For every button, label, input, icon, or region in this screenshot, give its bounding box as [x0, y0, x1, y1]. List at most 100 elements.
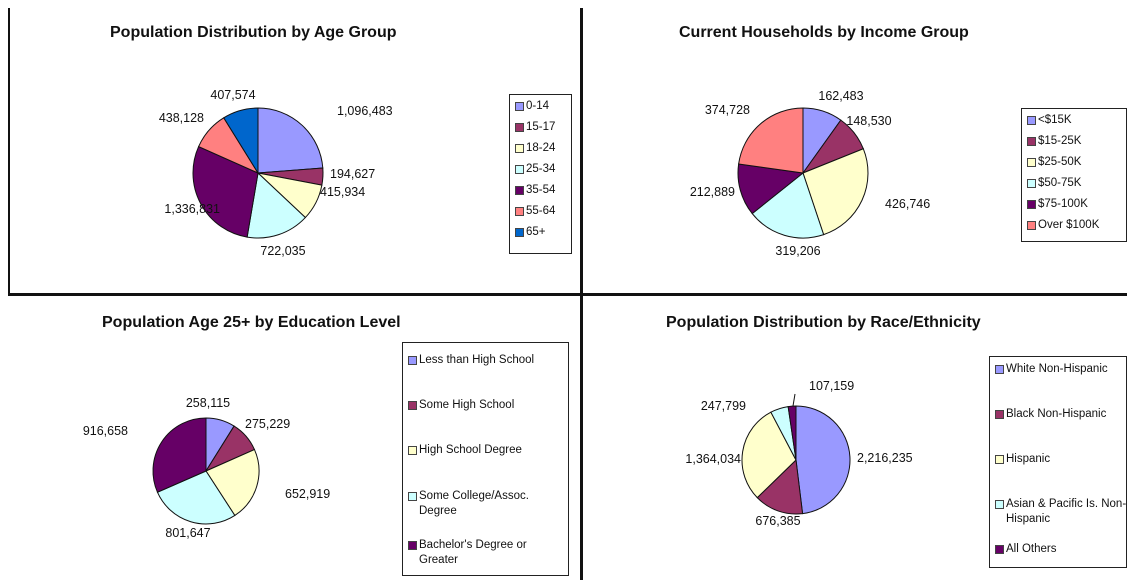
- data-label: 652,919: [285, 487, 330, 501]
- left-border: [8, 8, 10, 294]
- legend-swatch: [1027, 137, 1036, 146]
- data-label: 247,799: [701, 399, 746, 413]
- legend-label: Some College/Assoc. Degree: [419, 490, 529, 517]
- legend-label: Some High School: [419, 399, 515, 411]
- data-label: 374,728: [705, 103, 750, 117]
- pie-slice-5: [787, 405, 797, 461]
- data-label: 194,627: [330, 167, 375, 181]
- data-label: 212,889: [690, 185, 735, 199]
- legend-label: $75-100K: [1038, 198, 1088, 210]
- data-label: 107,159: [809, 379, 854, 393]
- pie-slice-3: [741, 411, 797, 499]
- legend-item: White Non-Hispanic: [995, 362, 1127, 377]
- pie-slice-5: [152, 417, 207, 493]
- legend-swatch: [1027, 158, 1036, 167]
- pie-slice-4: [246, 171, 307, 239]
- legend-swatch: [995, 545, 1004, 554]
- data-label: 275,229: [245, 417, 290, 431]
- pie-slice-1: [795, 405, 851, 515]
- data-label: 1,336,831: [164, 202, 220, 216]
- data-label: 438,128: [159, 111, 204, 125]
- legend-label: High School Degree: [419, 444, 522, 456]
- legend-label: 65+: [526, 226, 546, 238]
- legend-swatch: [995, 455, 1004, 464]
- pie-slice-7: [223, 107, 259, 175]
- chart-title-income: Current Households by Income Group: [679, 24, 969, 41]
- legend-label: Bachelor's Degree or Greater: [419, 539, 527, 566]
- legend-item: Over $100K: [1027, 218, 1099, 233]
- chart-title-age: Population Distribution by Age Group: [110, 24, 397, 41]
- legend-item: Some High School: [408, 398, 558, 413]
- legend-label: 55-64: [526, 205, 556, 217]
- data-label: 426,746: [885, 197, 930, 211]
- data-label: 1,096,483: [337, 104, 393, 118]
- legend-label: $50-75K: [1038, 177, 1082, 189]
- legend-item: 35-54: [515, 183, 555, 198]
- data-label: 415,934: [320, 185, 365, 199]
- legend-item: 65+: [515, 225, 546, 240]
- pie-slice-1: [257, 107, 324, 174]
- data-label: 258,115: [186, 396, 230, 410]
- pie-slice-6: [738, 107, 804, 174]
- legend-item: 55-64: [515, 204, 555, 219]
- legend-label: $25-50K: [1038, 156, 1082, 168]
- legend-label: 25-34: [526, 163, 556, 175]
- legend-swatch: [515, 165, 524, 174]
- legend-swatch: [408, 356, 417, 365]
- legend-item: 15-17: [515, 120, 555, 135]
- legend-label: 18-24: [526, 142, 556, 154]
- legend-item: 18-24: [515, 141, 555, 156]
- legend-swatch: [1027, 179, 1036, 188]
- legend-item: $75-100K: [1027, 197, 1088, 212]
- pie-slice-2: [756, 458, 804, 515]
- legend-label: Asian & Pacific Is. Non-Hispanic: [1006, 498, 1127, 525]
- legend-item: Some College/Assoc. Degree: [408, 489, 558, 519]
- legend-item: 0-14: [515, 99, 549, 114]
- legend-item: Less than High School: [408, 353, 558, 368]
- legend-item: Black Non-Hispanic: [995, 407, 1127, 422]
- pie-slice-5: [192, 145, 259, 238]
- legend-swatch: [408, 446, 417, 455]
- legend-label: Less than High School: [419, 354, 535, 366]
- legend-swatch: [515, 186, 524, 195]
- legend-item: Bachelor's Degree or Greater: [408, 538, 558, 568]
- legend-label: Hispanic: [1006, 453, 1051, 465]
- pie-slice-3: [205, 448, 260, 517]
- legend-swatch: [515, 123, 524, 132]
- data-label: 916,658: [83, 424, 128, 438]
- pie-chart-education: 258,115 275,229 652,919 801,647 916,658: [83, 396, 330, 540]
- legend-swatch: [1027, 116, 1036, 125]
- legend-swatch: [408, 401, 417, 410]
- legend-item: High School Degree: [408, 443, 558, 458]
- legend-item: Hispanic: [995, 452, 1127, 467]
- legend-swatch: [408, 541, 417, 550]
- leader-line: [792, 393, 796, 407]
- chart-title-race: Population Distribution by Race/Ethnicit…: [666, 314, 981, 331]
- legend-item: All Others: [995, 542, 1127, 557]
- pie-chart-age: 1,096,483 194,627 415,934 722,035 1,336,831 4…: [159, 88, 393, 258]
- legend-swatch: [995, 500, 1004, 509]
- legend-item: $25-50K: [1027, 155, 1081, 170]
- legend-item: $50-75K: [1027, 176, 1081, 191]
- data-label: 407,574: [210, 88, 255, 102]
- legend-swatch: [1027, 200, 1036, 209]
- legend-swatch: [515, 102, 524, 111]
- data-label: 801,647: [165, 526, 210, 540]
- legend-label: All Others: [1006, 543, 1057, 555]
- legend-label: 35-54: [526, 184, 556, 196]
- legend-label: <$15K: [1038, 114, 1072, 126]
- horizontal-divider: [8, 293, 1127, 296]
- legend-swatch: [1027, 221, 1036, 230]
- legend-swatch: [995, 365, 1004, 374]
- legend-income: <$15K $15-25K $25-50K $50-75K $75-100K Over $…: [1021, 108, 1127, 242]
- data-label: 722,035: [260, 244, 305, 258]
- pie-chart-income: 162,483 148,530 426,746 319,206 212,889 374,7…: [690, 89, 930, 258]
- data-label: 162,483: [818, 89, 863, 103]
- legend-swatch: [515, 228, 524, 237]
- legend-swatch: [408, 492, 417, 501]
- legend-swatch: [515, 144, 524, 153]
- data-label: 1,364,034: [685, 452, 741, 466]
- legend-label: $15-25K: [1038, 135, 1082, 147]
- legend-item: 25-34: [515, 162, 555, 177]
- legend-label: Black Non-Hispanic: [1006, 408, 1107, 420]
